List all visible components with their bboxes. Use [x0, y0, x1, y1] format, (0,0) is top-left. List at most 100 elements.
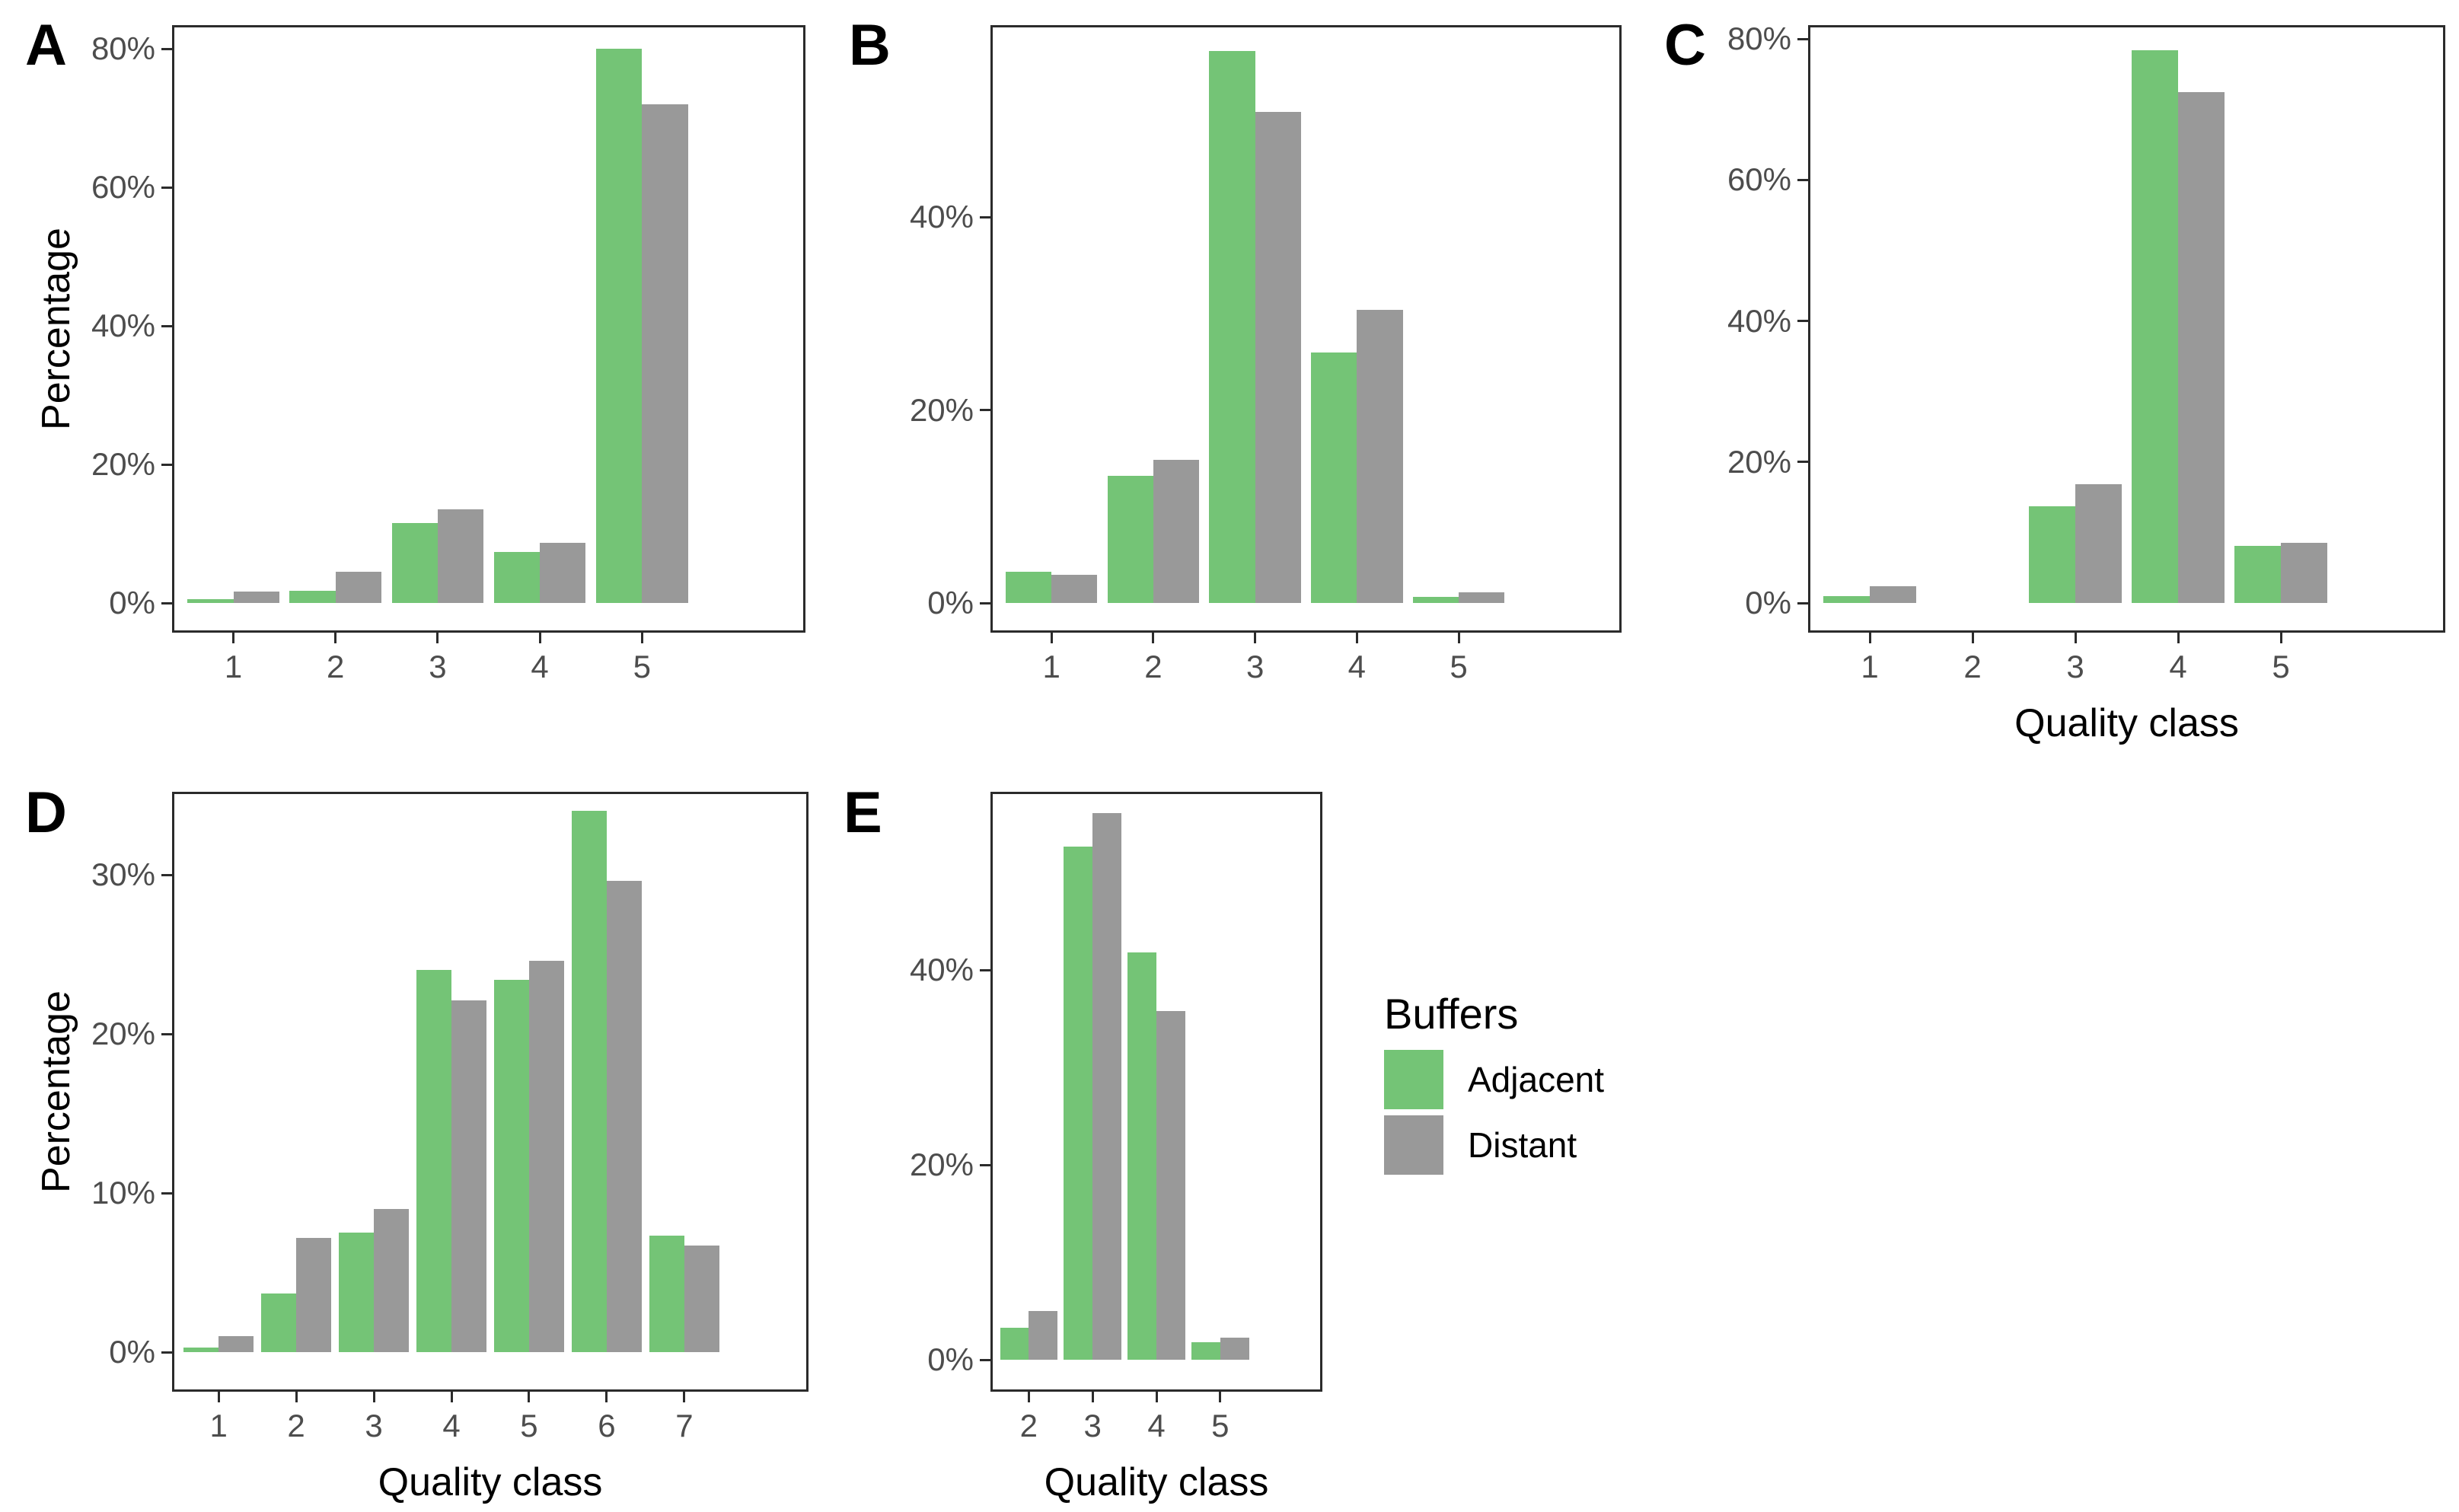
panel-D-ytick-mark-10% [161, 1191, 172, 1195]
bar-B-adjacent-class-2 [1107, 475, 1153, 603]
panel-D-xtick-label-6: 6 [598, 1408, 616, 1443]
bar-B-adjacent-class-1 [1006, 572, 1052, 603]
bar-B-adjacent-class-5 [1412, 597, 1459, 603]
panel-C-ytick-label-20%: 20% [1727, 443, 1791, 480]
panel-C-ytick-label-60%: 60% [1727, 161, 1791, 198]
legend-title: Buffers [1384, 990, 1519, 1038]
panel-E-ytick-label-20%: 20% [909, 1147, 974, 1183]
legend-key-adjacent-swatch [1384, 1050, 1443, 1110]
panel-E-ytick-mark-40% [980, 968, 990, 971]
panel-E-ytick-label-40%: 40% [909, 952, 974, 988]
bar-B-adjacent-class-4 [1311, 352, 1357, 603]
panel-E-xtick-label-4: 4 [1147, 1408, 1166, 1443]
panel-C-xtick-mark-4 [2177, 633, 2180, 643]
bar-C-adjacent-class-1 [1823, 595, 1870, 603]
panel-D-ytick-label-30%: 30% [91, 856, 155, 892]
panel-A-xtick-mark-4 [538, 633, 541, 643]
bar-B-distant-class-3 [1255, 112, 1301, 603]
panel-A-xtick-label-2: 2 [327, 649, 345, 684]
panel-D-xtick-label-5: 5 [520, 1408, 538, 1443]
panel-D-xtick-label-7: 7 [675, 1408, 694, 1443]
bar-E-adjacent-class-3 [1064, 846, 1093, 1360]
panel-C-xtick-mark-2 [1971, 633, 1974, 643]
legend-label-adjacent: Adjacent [1468, 1060, 1605, 1100]
legend-label-distant: Distant [1468, 1125, 1577, 1166]
bar-A-adjacent-class-4 [493, 551, 541, 603]
legend: Buffers Adjacent Distant [1384, 988, 1604, 1181]
bar-D-distant-class-4 [451, 1000, 486, 1352]
panel-A-ytick-mark-0% [161, 601, 172, 604]
bar-E-distant-class-4 [1156, 1011, 1185, 1360]
panel-A-ytick-label-40%: 40% [91, 308, 155, 343]
bar-E-distant-class-3 [1092, 813, 1121, 1360]
panel-D-xtick-mark-5 [528, 1392, 531, 1402]
panel-B-xtick-mark-4 [1355, 633, 1358, 643]
panel-E-ytick-mark-20% [980, 1163, 990, 1166]
panel-B-ytick-mark-40% [980, 215, 990, 219]
bar-C-distant-class-5 [2281, 543, 2327, 603]
panel-B-xtick-label-3: 3 [1245, 649, 1265, 684]
panel-B-xtick-mark-1 [1050, 633, 1053, 643]
bar-A-distant-class-2 [335, 572, 382, 603]
bar-D-adjacent-class-5 [494, 979, 529, 1352]
legend-item-adjacent: Adjacent [1384, 1050, 1605, 1110]
panel-A-ytick-mark-20% [161, 463, 172, 466]
panel-E-xtick-mark-5 [1219, 1392, 1222, 1402]
panel-C-xtick-mark-1 [1868, 633, 1871, 643]
bar-D-distant-class-5 [528, 960, 564, 1352]
panel-B-xtick-label-2: 2 [1144, 649, 1163, 684]
panel-A-xtick-mark-3 [436, 633, 439, 643]
panel-C-ytick-label-40%: 40% [1727, 302, 1791, 339]
bar-D-distant-class-6 [606, 881, 642, 1352]
bar-C-adjacent-class-5 [2234, 545, 2281, 603]
panel-D-xtick-mark-6 [605, 1392, 608, 1402]
panel-C-xtick-label-2: 2 [1963, 649, 1982, 684]
panel-E-plot-area [990, 792, 1322, 1392]
bar-D-distant-class-1 [218, 1336, 254, 1352]
bar-B-distant-class-4 [1357, 309, 1403, 603]
bar-E-adjacent-class-4 [1127, 952, 1156, 1360]
panel-B-ytick-label-40%: 40% [909, 199, 974, 235]
panel-A-xtick-mark-5 [640, 633, 643, 643]
bar-E-distant-class-5 [1220, 1337, 1249, 1360]
panel-B-xtick-label-5: 5 [1450, 649, 1468, 684]
panel-B-ytick-label-20%: 20% [909, 391, 974, 428]
panel-C-xtick-mark-3 [2074, 633, 2077, 643]
panel-D-label: D [25, 780, 67, 845]
panel-C-ytick-mark-60% [1797, 178, 1808, 181]
panel-E-x-axis-title: Quality class [1044, 1460, 1269, 1504]
panel-A-ytick-label-60%: 60% [91, 169, 155, 205]
panel-A-xtick-label-3: 3 [429, 649, 447, 684]
panel-B-xtick-label-1: 1 [1042, 649, 1060, 684]
panel-C-xtick-label-3: 3 [2066, 649, 2084, 684]
panel-D-xtick-label-4: 4 [442, 1408, 461, 1443]
bar-D-adjacent-class-4 [416, 970, 452, 1352]
bar-C-adjacent-class-4 [2132, 50, 2178, 603]
legend-key-distant-swatch [1384, 1115, 1443, 1175]
panel-E-xtick-mark-4 [1155, 1392, 1158, 1402]
bar-B-distant-class-2 [1153, 460, 1200, 603]
panel-D-xtick-mark-7 [683, 1392, 686, 1402]
bar-D-distant-class-2 [296, 1237, 331, 1352]
bar-D-distant-class-7 [684, 1245, 719, 1352]
bar-A-distant-class-5 [642, 104, 688, 603]
panel-E-xtick-mark-3 [1091, 1392, 1094, 1402]
panel-D-ytick-mark-30% [161, 873, 172, 876]
panel-B-plot-area [990, 25, 1622, 633]
panel-D-plot-area [172, 792, 809, 1392]
panel-A-ytick-label-0%: 0% [109, 585, 155, 620]
legend-item-distant: Distant [1384, 1115, 1604, 1175]
bar-B-adjacent-class-3 [1209, 51, 1255, 603]
bar-D-adjacent-class-7 [649, 1236, 684, 1352]
panel-D-ytick-label-0%: 0% [109, 1334, 155, 1370]
bar-D-adjacent-class-1 [183, 1347, 219, 1352]
panel-B-label: B [849, 13, 891, 78]
bar-C-distant-class-3 [2075, 483, 2122, 603]
panel-B-xtick-label-4: 4 [1348, 649, 1367, 684]
panel-C-ytick-mark-20% [1797, 461, 1808, 464]
panel-C-ytick-label-80%: 80% [1727, 21, 1791, 57]
panel-A-xtick-label-1: 1 [224, 649, 243, 684]
bar-E-distant-class-2 [1029, 1311, 1058, 1360]
bar-B-distant-class-5 [1459, 592, 1505, 603]
